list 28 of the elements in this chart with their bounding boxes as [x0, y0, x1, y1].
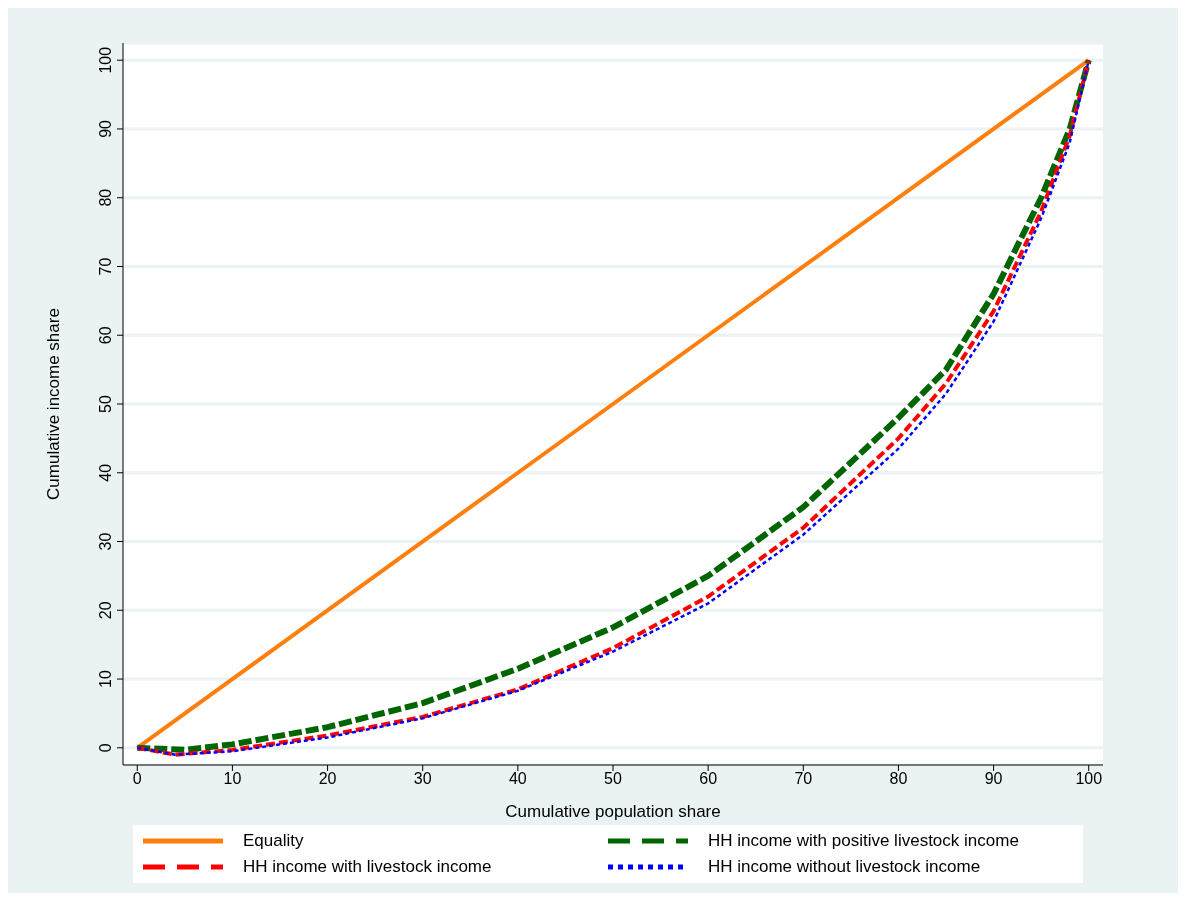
y-tick-label: 70: [97, 257, 114, 276]
y-tick-label: 80: [97, 188, 114, 207]
y-tick-label: 0: [97, 743, 114, 753]
y-tick-label: 40: [97, 463, 114, 482]
legend-label: HH income with positive livestock income: [708, 831, 1019, 851]
y-tick-label: 90: [97, 119, 114, 138]
y-tick-label: 30: [97, 532, 114, 551]
legend-label: HH income without livestock income: [708, 857, 981, 877]
x-axis-title: Cumulative population share: [505, 802, 721, 821]
legend-label: Equality: [243, 831, 304, 851]
x-tick-label: 20: [318, 770, 337, 788]
y-tick-label: 60: [97, 326, 114, 345]
x-tick-label: 80: [889, 770, 908, 788]
x-tick-label: 90: [984, 770, 1003, 788]
y-tick-label: 50: [97, 395, 114, 413]
x-tick-label: 0: [132, 770, 142, 788]
x-tick-label: 70: [794, 770, 813, 788]
legend-label: HH income with livestock income: [243, 857, 492, 877]
x-tick-label: 50: [604, 770, 622, 788]
x-tick-label: 30: [413, 770, 432, 788]
y-tick-label: 10: [97, 670, 114, 688]
x-tick-label: 10: [223, 770, 242, 788]
x-tick-label: 60: [699, 770, 718, 788]
y-axis-title: Cumulative income share: [44, 308, 64, 500]
x-tick-label: 100: [1075, 770, 1103, 788]
x-tick-label: 40: [508, 770, 527, 788]
y-tick-label: 100: [97, 46, 114, 74]
y-tick-label: 20: [97, 601, 114, 620]
